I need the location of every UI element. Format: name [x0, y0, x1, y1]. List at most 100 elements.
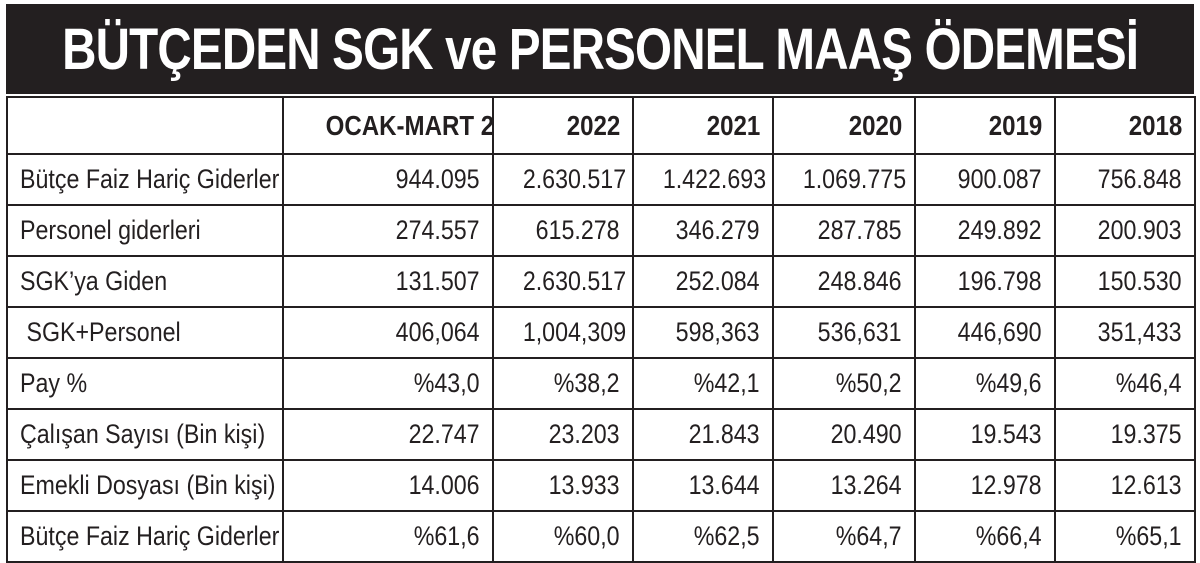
cell-value: 1.069.775 — [802, 164, 907, 194]
value-cell: 200.903 — [1054, 204, 1196, 257]
row-label-cell: Bütçe Faiz Hariç Giderler — [6, 153, 284, 206]
cell-value: %43,0 — [414, 368, 480, 398]
table-row: SGK+Personel 406,064 1,004,309 598,363 536,6… — [6, 306, 1196, 359]
value-cell: 12.978 — [914, 459, 1056, 512]
value-cell: 615.278 — [492, 204, 634, 257]
value-cell: %43,0 — [282, 357, 494, 410]
cell-value: %64,7 — [836, 521, 902, 551]
column-header-label: 2018 — [1128, 109, 1182, 141]
value-cell: 20.490 — [772, 408, 916, 461]
row-label-cell: SGK+Personel — [6, 306, 284, 359]
table-figure: BÜTÇEDEN SGK ve PERSONEL MAAŞ ÖDEMESİ OC… — [6, 4, 1196, 563]
cell-value: 13.644 — [688, 470, 760, 500]
cell-value: 287.785 — [818, 215, 902, 245]
value-cell: %42,1 — [632, 357, 774, 410]
value-cell: 536,631 — [772, 306, 916, 359]
cell-value: 615.278 — [536, 215, 620, 245]
cell-value: 598,363 — [676, 317, 760, 347]
cell-value: 944.095 — [396, 164, 480, 194]
cell-value: 200.903 — [1098, 215, 1182, 245]
cell-value: 446,690 — [958, 317, 1042, 347]
header-row: OCAK-MART 23 2022 2021 2020 2019 2018 — [6, 96, 1196, 155]
value-cell: 23.203 — [492, 408, 634, 461]
value-cell: %64,7 — [772, 510, 916, 563]
value-cell: 900.087 — [914, 153, 1056, 206]
value-cell: 274.557 — [282, 204, 494, 257]
cell-value: 274.557 — [396, 215, 480, 245]
table-row: SGK’ya Giden 131.507 2.630.517 252.084 248.8… — [6, 255, 1196, 308]
value-cell: 13.644 — [632, 459, 774, 512]
cell-value: 14.006 — [408, 470, 480, 500]
data-table: OCAK-MART 23 2022 2021 2020 2019 2018 Bütçe F… — [6, 96, 1196, 563]
column-header: 2019 — [914, 96, 1056, 155]
value-cell: 19.375 — [1054, 408, 1196, 461]
table-row: Bütçe Faiz Hariç Giderler 944.095 2.630.51… — [6, 153, 1196, 206]
value-cell: 13.264 — [772, 459, 916, 512]
value-cell: 756.848 — [1054, 153, 1196, 206]
value-cell: 22.747 — [282, 408, 494, 461]
table-title-bar: BÜTÇEDEN SGK ve PERSONEL MAAŞ ÖDEMESİ — [6, 4, 1194, 94]
cell-value: 12.613 — [1110, 470, 1182, 500]
cell-value: 150.530 — [1098, 266, 1182, 296]
value-cell: 2.630.517 — [492, 255, 634, 308]
cell-value: %65,1 — [1116, 521, 1182, 551]
value-cell: %50,2 — [772, 357, 916, 410]
value-cell: 248.846 — [772, 255, 916, 308]
value-cell: %65,1 — [1054, 510, 1196, 563]
value-cell: %38,2 — [492, 357, 634, 410]
cell-value: 406,064 — [396, 317, 480, 347]
value-cell: %66,4 — [914, 510, 1056, 563]
row-label-cell: Pay % — [6, 357, 284, 410]
cell-value: 13.264 — [830, 470, 902, 500]
cell-value: 21.843 — [688, 419, 760, 449]
value-cell: 1.069.775 — [772, 153, 916, 206]
row-label-cell: Personel giderleri — [6, 204, 284, 257]
value-cell: %60,0 — [492, 510, 634, 563]
cell-value: 346.279 — [676, 215, 760, 245]
cell-value: %66,4 — [976, 521, 1042, 551]
cell-value: %38,2 — [554, 368, 620, 398]
table-title: BÜTÇEDEN SGK ve PERSONEL MAAŞ ÖDEMESİ — [61, 16, 1139, 82]
cell-value: 2.630.517 — [522, 164, 627, 194]
value-cell: 346.279 — [632, 204, 774, 257]
row-label: SGK’ya Giden — [20, 266, 168, 296]
cell-value: 131.507 — [396, 266, 480, 296]
row-label-cell: Bütçe Faiz Hariç Giderler — [6, 510, 284, 563]
cell-value: %50,2 — [836, 368, 902, 398]
value-cell: 252.084 — [632, 255, 774, 308]
row-label: Personel giderleri — [20, 215, 201, 245]
row-label-cell: Çalışan Sayısı (Bin kişi) — [6, 408, 284, 461]
column-header-label: 2019 — [988, 109, 1042, 141]
cell-value: 196.798 — [958, 266, 1042, 296]
value-cell: %62,5 — [632, 510, 774, 563]
value-cell: %61,6 — [282, 510, 494, 563]
cell-value: %42,1 — [694, 368, 760, 398]
value-cell: 13.933 — [492, 459, 634, 512]
value-cell: 249.892 — [914, 204, 1056, 257]
cell-value: 19.543 — [970, 419, 1042, 449]
cell-value: 248.846 — [818, 266, 902, 296]
cell-value: %60,0 — [554, 521, 620, 551]
value-cell: 12.613 — [1054, 459, 1196, 512]
cell-value: 900.087 — [958, 164, 1042, 194]
cell-value: 2.630.517 — [522, 266, 627, 296]
cell-value: %46,4 — [1116, 368, 1182, 398]
value-cell: 287.785 — [772, 204, 916, 257]
table-row: Pay % %43,0 %38,2 %42,1 %50,2 %49,6 %46,4 — [6, 357, 1196, 410]
cell-value: %61,6 — [414, 521, 480, 551]
cell-value: 249.892 — [958, 215, 1042, 245]
value-cell: %46,4 — [1054, 357, 1196, 410]
table-row: Bütçe Faiz Hariç Giderler %61,6 %60,0 %62,5… — [6, 510, 1196, 563]
value-cell: 446,690 — [914, 306, 1056, 359]
value-cell: 14.006 — [282, 459, 494, 512]
row-label: Bütçe Faiz Hariç Giderler — [20, 164, 280, 194]
value-cell: 150.530 — [1054, 255, 1196, 308]
cell-value: 23.203 — [548, 419, 620, 449]
column-header-label: 2021 — [706, 109, 760, 141]
cell-value: 22.747 — [408, 419, 480, 449]
row-label: Pay % — [20, 368, 88, 398]
row-label: Emekli Dosyası (Bin kişi) — [20, 470, 276, 500]
table-body: Bütçe Faiz Hariç Giderler 944.095 2.630.51… — [6, 153, 1196, 563]
value-cell: 406,064 — [282, 306, 494, 359]
column-header-label: OCAK-MART 23 — [325, 109, 493, 141]
